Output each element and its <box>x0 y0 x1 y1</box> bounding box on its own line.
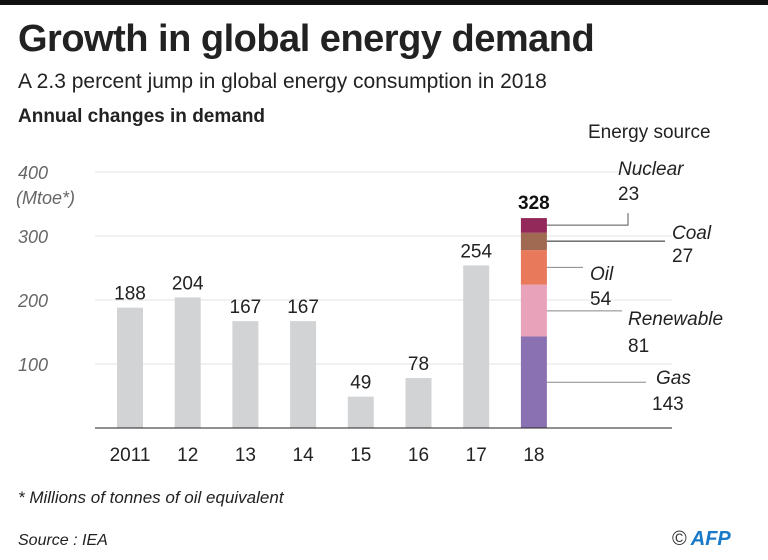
x-tick-label: 12 <box>177 445 198 466</box>
x-tick-label: 2011 <box>110 445 151 466</box>
data-label: 188 <box>114 284 146 305</box>
bar <box>290 321 317 428</box>
data-label: 167 <box>230 297 262 318</box>
y-axis-label: (Mtoe*) <box>16 188 75 208</box>
legend-title: Energy source <box>588 122 711 143</box>
x-tick-label: 16 <box>408 445 429 466</box>
top-bar <box>0 0 768 5</box>
x-tick-label: 13 <box>235 445 256 466</box>
legend-label: Coal <box>672 223 712 244</box>
copyright-symbol: © <box>672 528 687 550</box>
data-label: 78 <box>408 354 429 375</box>
bar <box>232 321 259 428</box>
x-tick-label: 15 <box>350 445 371 466</box>
stack-segment-oil <box>520 250 547 285</box>
legend-value: 143 <box>652 394 684 415</box>
stack-segment-gas <box>520 336 547 428</box>
bar <box>117 307 143 428</box>
chart-subtitle: A 2.3 percent jump in global energy cons… <box>18 70 547 93</box>
afp-logo: © AFP <box>672 528 731 551</box>
bar <box>347 396 374 428</box>
data-label: 49 <box>350 373 371 394</box>
data-label: 167 <box>287 297 319 318</box>
legend-value: 81 <box>628 336 649 357</box>
x-tick-label: 14 <box>293 445 315 466</box>
afp-logo-text: AFP <box>690 528 731 550</box>
data-label: 254 <box>460 241 492 262</box>
x-tick-label: 17 <box>466 445 487 466</box>
stack-segment-nuclear <box>520 218 547 233</box>
legend-label: Nuclear <box>618 159 684 180</box>
footnote: * Millions of tonnes of oil equivalent <box>18 488 284 507</box>
x-tick-label: 18 <box>523 445 544 466</box>
source: Source : IEA <box>18 532 108 549</box>
legend-label: Oil <box>590 264 614 285</box>
data-label: 204 <box>172 273 204 294</box>
y-tick-label: 100 <box>18 355 48 375</box>
leader-line <box>546 213 629 226</box>
legend-value: 27 <box>672 246 693 267</box>
data-label-total: 328 <box>518 193 550 214</box>
bar <box>174 297 201 428</box>
legend-label: Gas <box>656 368 691 389</box>
plot-title: Annual changes in demand <box>18 106 266 127</box>
chart-title: Growth in global energy demand <box>18 18 595 60</box>
y-tick-label: 300 <box>18 227 48 247</box>
stack-segment-renewable <box>520 284 547 337</box>
bar <box>463 265 490 428</box>
y-tick-label: 200 <box>17 291 48 311</box>
y-tick-label: 400 <box>18 163 48 183</box>
legend-value: 23 <box>618 184 639 205</box>
bar <box>405 378 432 428</box>
stack-segment-coal <box>520 232 547 251</box>
legend-label: Renewable <box>628 309 723 330</box>
legend-value: 54 <box>590 289 612 310</box>
